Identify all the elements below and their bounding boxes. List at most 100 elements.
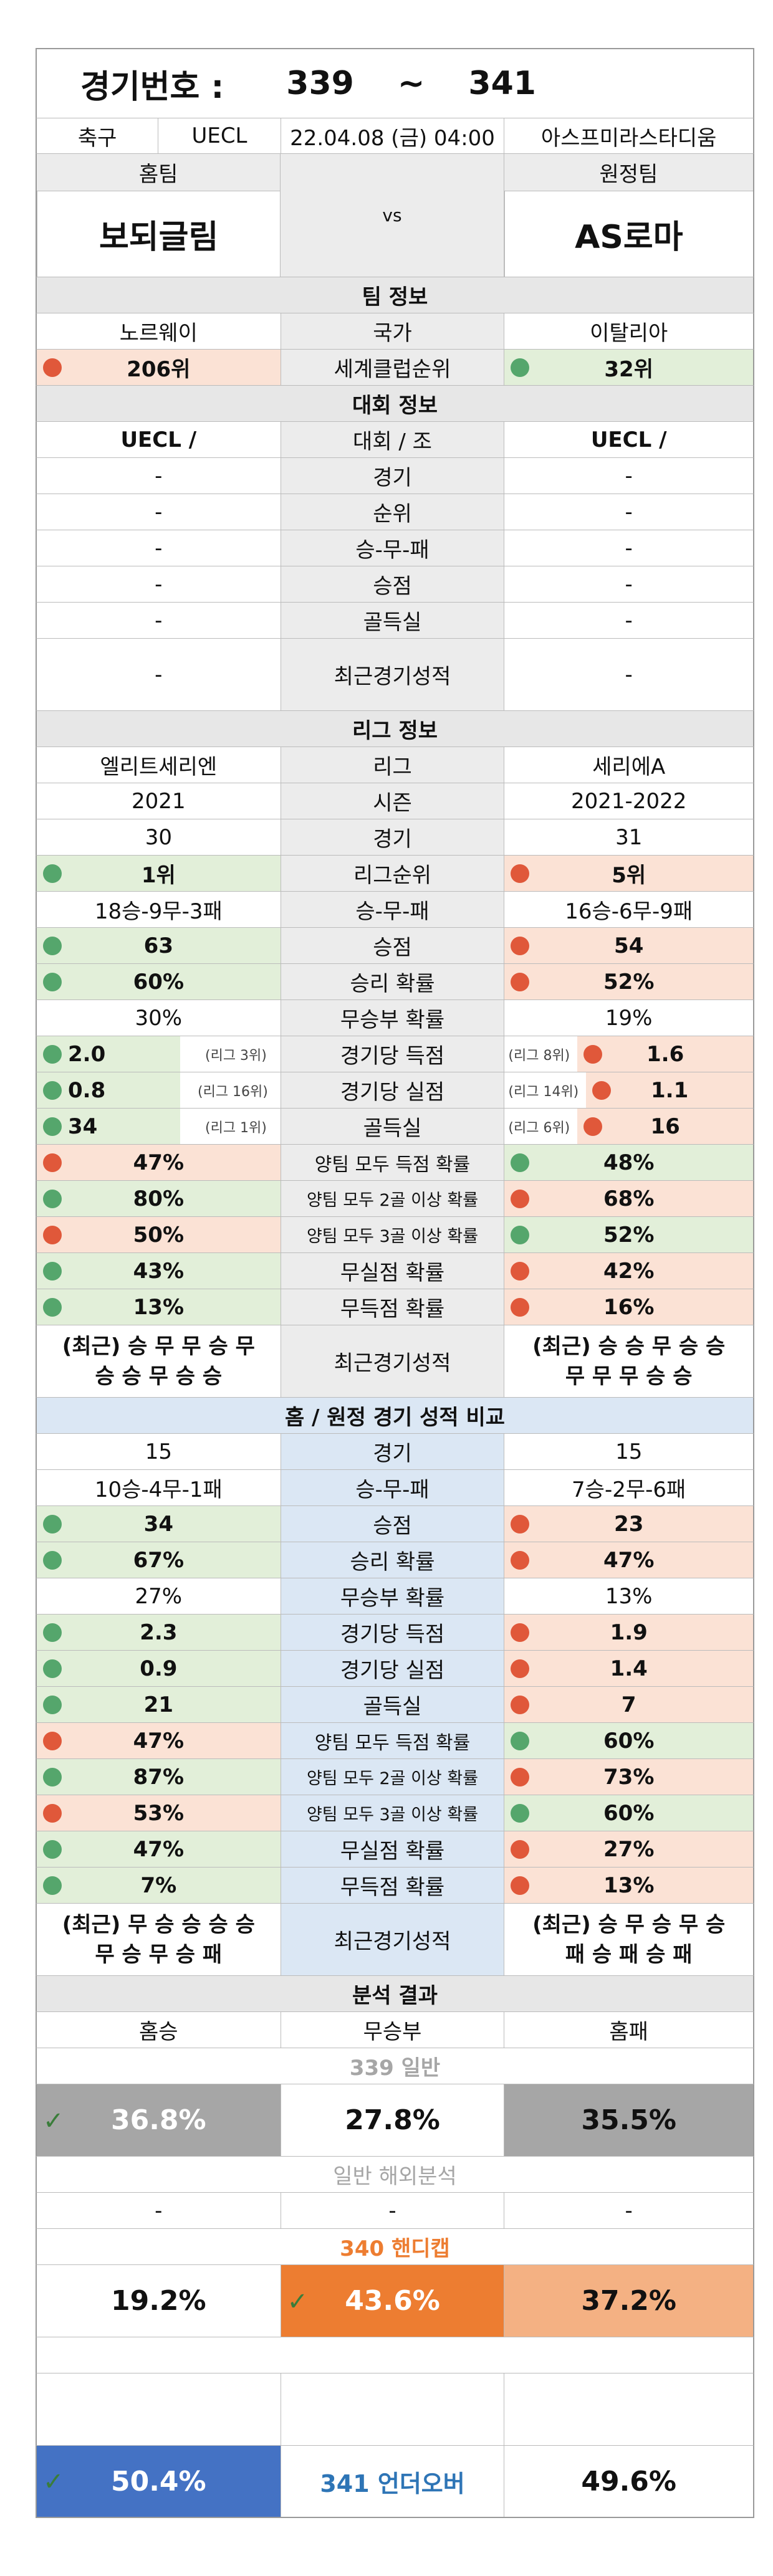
match-info-row: 축구 UECL 22.04.08 (금) 04:00 아스프미라스타디움 [36,118,754,154]
ha-goal-diff-row: 21 골득실 7 [36,1687,754,1723]
country-row: 노르웨이 국가 이탈리아 [36,313,754,350]
green-dot-icon [43,1080,62,1100]
red-dot-icon [583,1117,603,1136]
tournament-row: - 순위 - [36,494,754,530]
over2-row: 80% 양팀 모두 2골 이상 확률 68% [36,1181,754,1217]
overseas-row: - - - [36,2193,754,2229]
ha-win-rate-row: 67% 승리 확률 47% [36,1542,754,1578]
draw-rate-row: 30% 무승부 확률 19% [36,1000,754,1036]
general-result-row: ✓ 36.8% 27.8% 35.5% [36,2084,754,2157]
red-dot-icon [511,864,530,883]
away-country: 이탈리아 [504,313,753,349]
league-code: UECL [158,118,280,153]
green-dot-icon [43,1189,62,1208]
tournament-row: UECL / 대회 / 조 UECL / [36,422,754,458]
red-dot-icon [511,1623,530,1642]
club-rank-row: 206위 세계클럽순위 32위 [36,350,754,386]
game-number-to: 341 [468,65,536,102]
red-dot-icon [511,972,530,991]
ha-goals-for-row: 2.3 경기당 득점 1.9 [36,1615,754,1651]
btts-row: 47% 양팀 모두 득점 확률 48% [36,1145,754,1181]
red-dot-icon [511,1659,530,1678]
red-dot-icon [583,1044,603,1064]
league-rank-row: 1위 리그순위 5위 [36,856,754,892]
club-rank-label: 세계클럽순위 [280,350,504,385]
goals-against-row: 0.8 (리그 16위) 경기당 실점 (리그 14위) 1.1 [36,1072,754,1109]
green-dot-icon [511,358,530,377]
tournament-info-header: 대회 정보 [37,386,753,421]
game-number-tilde: ~ [397,65,425,102]
goals-for-row: 2.0 (리그 3위) 경기당 득점 (리그 8위) 1.6 [36,1036,754,1072]
points-row: 63 승점 54 [36,928,754,964]
green-dot-icon [43,1876,62,1895]
red-dot-icon [511,1189,530,1208]
ha-draw-rate-row: 27% 무승부 확률 13% [36,1578,754,1615]
league-info-header: 리그 정보 [37,711,753,747]
green-dot-icon [43,864,62,883]
green-dot-icon [43,972,62,991]
tournament-row: - 승-무-패 - [36,530,754,566]
red-dot-icon [43,358,62,377]
overseas-title: 일반 해외분석 [333,2164,457,2189]
sport: 축구 [77,125,117,151]
no-score-row: 13% 무득점 확률 16% [36,1289,754,1325]
clean-sheet-row: 43% 무실점 확률 42% [36,1253,754,1289]
tournament-row: - 승점 - [36,566,754,603]
home-team-label: 홈팀 [37,154,281,191]
league-name-row: 엘리트세리엔 리그 세리에A [36,747,754,783]
red-dot-icon [511,1767,530,1787]
green-dot-icon [43,1044,62,1064]
tournament-row: - 경기 - [36,458,754,494]
under-over-row: ✓ 50.4% 341 언더오버 49.6% [36,2446,754,2518]
ha-games-row: 15 경기 15 [36,1434,754,1470]
red-dot-icon [43,1731,62,1750]
red-dot-icon [43,1225,62,1244]
home-team-name: 보되글림 [37,191,280,277]
handicap-row: 19.2% ✓ 43.6% 37.2% [36,2265,754,2337]
green-dot-icon [43,936,62,955]
ha-over2-row: 87% 양팀 모두 2골 이상 확률 73% [36,1759,754,1795]
check-icon: ✓ [43,2106,64,2135]
under-over-label: 341 언더오버 [280,2446,504,2517]
home-club-rank: 206위 [37,350,281,385]
game-number-from: 339 [286,65,354,102]
over3-row: 50% 양팀 모두 3골 이상 확률 52% [36,1217,754,1253]
stadium: 아스프미라스타디움 [504,118,753,153]
green-dot-icon [43,1514,62,1534]
green-dot-icon [43,1659,62,1678]
handicap-title: 340 핸디캡 [340,2236,450,2261]
green-dot-icon [511,1225,530,1244]
check-icon: ✓ [287,2287,309,2316]
green-dot-icon [43,1297,62,1317]
ha-points-row: 34 승점 23 [36,1506,754,1542]
tournament-row: - 최근경기성적 - [36,639,754,711]
record-row: 18승-9무-3패 승-무-패 16승-6무-9패 [36,892,754,928]
red-dot-icon [511,1297,530,1317]
teams-block: 홈팀 보되글림 vs 원정팀 AS로마 [36,154,754,277]
spacer-row [36,2373,754,2446]
ha-no-score-row: 7% 무득점 확률 13% [36,1868,754,1904]
red-dot-icon [511,1876,530,1895]
red-dot-icon [592,1080,612,1100]
analysis-columns-row: 홈승 무승부 홈패 [36,2012,754,2048]
versus-label: vs [280,154,504,277]
ha-over3-row: 53% 양팀 모두 3골 이상 확률 60% [36,1795,754,1831]
home-country: 노르웨이 [119,321,198,346]
red-dot-icon [511,1261,530,1281]
green-dot-icon [43,1550,62,1570]
red-dot-icon [511,1514,530,1534]
homeaway-header: 홈 / 원정 경기 성적 비교 [37,1398,753,1433]
ha-record-row: 10승-4무-1패 승-무-패 7승-2무-6패 [36,1470,754,1506]
red-dot-icon [511,1695,530,1714]
red-dot-icon [43,1803,62,1823]
analysis-header: 분석 결과 [37,1976,753,2011]
green-dot-icon [511,1803,530,1823]
title-row: 경기번호 : 339 ~ 341 [36,48,754,118]
win-rate-row: 60% 승리 확률 52% [36,964,754,1000]
tournament-row: - 골득실 - [36,603,754,639]
red-dot-icon [511,1839,530,1859]
green-dot-icon [43,1839,62,1859]
country-label: 국가 [280,313,504,349]
